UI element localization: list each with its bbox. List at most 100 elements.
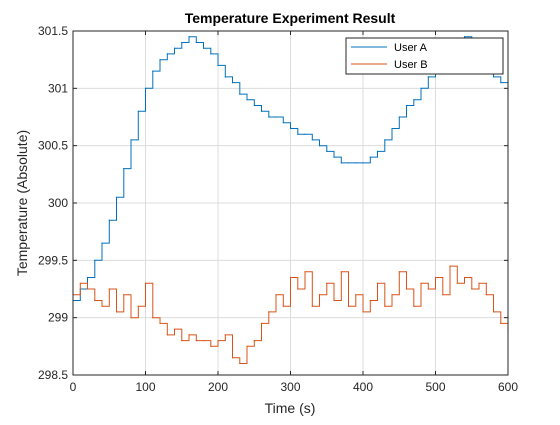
- data-point: [159, 322, 161, 324]
- data-point: [275, 116, 277, 118]
- data-point: [398, 271, 400, 273]
- data-point: [239, 93, 241, 95]
- legend: User A User B: [345, 37, 504, 75]
- data-point: [355, 294, 357, 296]
- data-point: [333, 156, 335, 158]
- data-point: [318, 294, 321, 296]
- data-point: [108, 288, 110, 290]
- data-point: [318, 145, 321, 147]
- data-point: [391, 294, 393, 296]
- data-point: [347, 162, 350, 164]
- data-point: [427, 76, 429, 78]
- data-point: [224, 76, 226, 78]
- data-point: [202, 47, 205, 49]
- data-point: [231, 82, 234, 84]
- data-point: [115, 196, 118, 198]
- data-point: [289, 276, 292, 279]
- data-point: [231, 357, 234, 359]
- data-point: [166, 53, 168, 55]
- data-point: [210, 345, 212, 347]
- data-point: [304, 133, 306, 135]
- data-point: [500, 322, 502, 324]
- data-point: [427, 288, 429, 290]
- data-point: [246, 345, 248, 347]
- y-tick-label: 300: [48, 196, 68, 210]
- data-point: [101, 242, 103, 244]
- data-point: [405, 288, 408, 290]
- data-point: [86, 276, 89, 279]
- y-tick-label: 300.5: [38, 139, 68, 153]
- data-point: [123, 168, 125, 170]
- y-tick-label: 301: [48, 81, 68, 95]
- data-point: [463, 276, 466, 279]
- data-point: [420, 282, 422, 284]
- data-point: [362, 162, 364, 164]
- data-point: [333, 299, 335, 302]
- data-point: [260, 322, 263, 324]
- y-tick-label: 298.5: [38, 368, 68, 382]
- data-point: [152, 317, 154, 319]
- data-point: [188, 334, 190, 336]
- data-point: [297, 133, 299, 135]
- data-point: [326, 150, 328, 152]
- data-point: [405, 104, 408, 107]
- data-point: [217, 64, 219, 66]
- x-tick-label: 200: [208, 380, 228, 394]
- data-point: [304, 271, 306, 273]
- series-user-b: [72, 265, 509, 365]
- y-tick-label: 299.5: [38, 253, 68, 267]
- data-point: [137, 305, 139, 307]
- x-tick-label: 100: [135, 380, 155, 394]
- data-point: [181, 41, 183, 44]
- data-point: [195, 41, 197, 44]
- data-point: [123, 294, 125, 296]
- data-point: [101, 305, 103, 307]
- data-point: [130, 139, 132, 141]
- data-point: [144, 87, 147, 89]
- data-point: [369, 299, 371, 302]
- chart-title: Temperature Experiment Result: [185, 10, 396, 26]
- data-point: [297, 288, 299, 290]
- data-point: [384, 305, 386, 307]
- data-point: [347, 305, 350, 307]
- data-point: [384, 139, 386, 141]
- data-point: [159, 59, 161, 61]
- data-point: [202, 340, 205, 342]
- data-point: [260, 110, 263, 112]
- data-point: [311, 139, 313, 141]
- data-point: [376, 150, 379, 152]
- data-point: [268, 311, 270, 313]
- data-point: [181, 340, 183, 342]
- x-tick-label: 600: [498, 380, 518, 394]
- data-point: [108, 219, 110, 221]
- data-point: [340, 271, 342, 273]
- data-point: [413, 99, 415, 101]
- x-tick-label: 0: [70, 380, 77, 394]
- data-point: [492, 76, 495, 78]
- data-point: [224, 334, 226, 336]
- data-point: [268, 116, 270, 118]
- x-tick-label: 500: [425, 380, 445, 394]
- data-point: [282, 122, 284, 124]
- data-point: [152, 70, 154, 72]
- data-point: [94, 299, 96, 302]
- data-point: [289, 127, 292, 130]
- data-point: [311, 305, 313, 307]
- data-point: [398, 116, 400, 118]
- legend-label-user-b: User B: [394, 59, 428, 71]
- x-tick-label: 300: [280, 380, 300, 394]
- data-point: [326, 282, 328, 284]
- data-point: [144, 282, 147, 284]
- data-point: [253, 104, 255, 107]
- data-point: [471, 288, 473, 290]
- data-point: [173, 328, 176, 330]
- data-point: [442, 294, 444, 296]
- data-point: [246, 99, 248, 101]
- data-point: [188, 36, 190, 38]
- data-point: [420, 87, 422, 89]
- tick-group: 0 100 200 300 400 500 600 298.5 299 299.5 300 300.5…: [38, 24, 518, 394]
- y-tick-label: 299: [48, 311, 68, 325]
- x-tick-label: 400: [353, 380, 373, 394]
